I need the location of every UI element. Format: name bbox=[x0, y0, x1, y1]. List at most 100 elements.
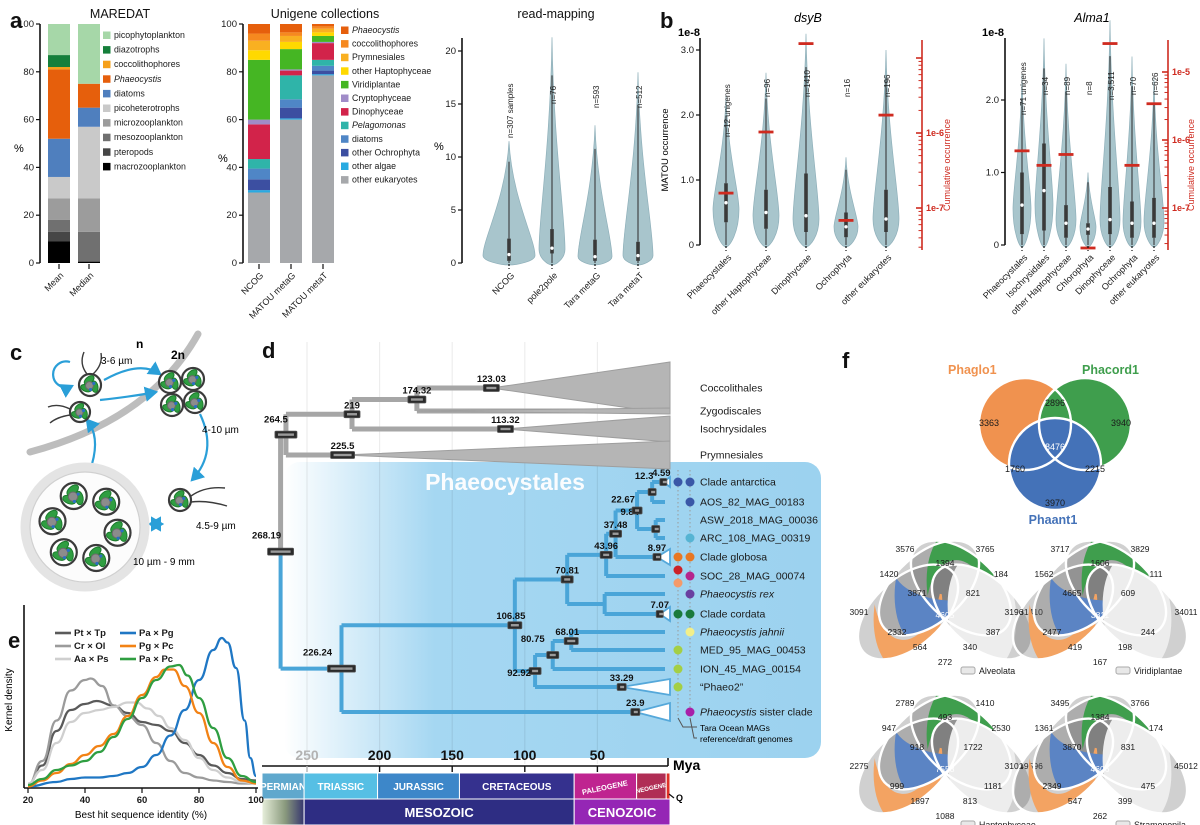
venn-outline bbox=[877, 539, 981, 637]
right-tick-label: 1e-5 bbox=[1172, 67, 1190, 77]
legend-swatch bbox=[103, 60, 111, 69]
y-tick-label: 100 bbox=[221, 19, 237, 30]
venn-legend-label: Haptophyceae bbox=[979, 820, 1036, 825]
y-tick-label: 0 bbox=[994, 240, 999, 251]
venn-count: 2530 bbox=[992, 723, 1011, 733]
legend-label: other Ochrophyta bbox=[352, 147, 420, 157]
venn-count: 1606 bbox=[1091, 558, 1110, 568]
n-count-label: n=76 bbox=[549, 85, 558, 104]
venn-count: 609 bbox=[1121, 588, 1135, 598]
venn-outline bbox=[1007, 416, 1103, 512]
venn-count: 3717 bbox=[1051, 544, 1070, 554]
genome-dot bbox=[673, 565, 683, 575]
colony-membrane bbox=[29, 471, 141, 583]
venn4-stramenopila: 3101 3495 3766 45012 1361 1384 174 3870 831 4606 2… bbox=[1005, 693, 1198, 825]
venn-count: 1394 bbox=[936, 558, 955, 568]
venn-count: 4665 bbox=[1063, 588, 1082, 598]
phaeocystis-cell bbox=[157, 369, 183, 395]
venn-count: 564 bbox=[913, 642, 927, 652]
legend-label: diatoms bbox=[352, 134, 383, 144]
vesicle-dot bbox=[66, 548, 70, 552]
n-count-label: n=12 unigenes bbox=[723, 84, 732, 137]
node-age-bar-inner bbox=[564, 578, 571, 581]
y-tick-label: 100 bbox=[18, 19, 34, 30]
node-age-label: 22.67 bbox=[611, 495, 635, 506]
bar-segment bbox=[48, 231, 70, 242]
vesicle-dot bbox=[178, 503, 183, 507]
x-tick-label: 80 bbox=[194, 795, 205, 806]
bar-segment bbox=[280, 41, 302, 50]
n-count-label: n=593 bbox=[592, 85, 601, 108]
venn-count: 918 bbox=[910, 742, 924, 752]
violin-median-dot bbox=[1020, 203, 1024, 207]
legend-swatch bbox=[341, 148, 349, 157]
legend-swatch bbox=[103, 104, 111, 112]
vesicle-dot bbox=[81, 408, 86, 413]
x-tick-label: Tara metaT bbox=[606, 270, 646, 310]
n-count-label: n=196 bbox=[883, 74, 892, 97]
x-tick-label: 100 bbox=[248, 795, 264, 806]
venn3-set-phacord1: Phacord1 bbox=[1082, 363, 1139, 377]
flagellum bbox=[190, 486, 226, 497]
time-tick-label: 50 bbox=[590, 747, 606, 763]
tip-label: Phaeocystis sister clade bbox=[700, 707, 813, 719]
y-tick-label: 60 bbox=[226, 115, 237, 126]
size-label-2: 4-10 µm bbox=[202, 425, 239, 436]
legend-label: picophytoplankton bbox=[114, 30, 185, 40]
venn-count: 3829 bbox=[1131, 544, 1150, 554]
ploidy-divider-line bbox=[26, 330, 202, 456]
y-tick-label: 1.0 bbox=[986, 168, 999, 179]
bar-segment bbox=[78, 198, 100, 232]
y-tick-label: 0 bbox=[451, 258, 456, 269]
venn-legend-swatch bbox=[1115, 666, 1131, 675]
venn-count: 8476 bbox=[1045, 442, 1065, 452]
period-label: CRETACEOUS bbox=[482, 782, 552, 793]
bar-segment bbox=[78, 261, 100, 263]
violin-box bbox=[884, 189, 888, 232]
y-tick-label: 40 bbox=[23, 162, 34, 173]
violin-box bbox=[1130, 201, 1134, 238]
read-mapping-chart: 0 5 10 15 20 NCOG n=307 samples pole2pole n=76 Ta… bbox=[445, 37, 654, 311]
panel-label-e: e bbox=[8, 628, 20, 653]
legend-swatch bbox=[103, 119, 111, 127]
bar-segment bbox=[78, 107, 100, 127]
tip-label: Clade globosa bbox=[700, 552, 767, 564]
cumulative-occurrence-mark bbox=[838, 219, 854, 222]
genome-dot bbox=[685, 589, 695, 599]
panel-label-f: f bbox=[842, 348, 850, 373]
flagellum bbox=[92, 352, 103, 375]
x-tick-label: Ochrophyta bbox=[813, 252, 853, 292]
bar-segment bbox=[248, 190, 270, 193]
bar-segment bbox=[248, 179, 270, 191]
node-age-label: 80.75 bbox=[521, 634, 545, 645]
phaeocystis-cell bbox=[82, 543, 111, 573]
readmapping-title: read-mapping bbox=[517, 7, 594, 21]
bar-segment bbox=[48, 219, 70, 232]
legend-swatch bbox=[341, 121, 349, 130]
legend-swatch bbox=[341, 108, 349, 116]
legend-swatch bbox=[341, 135, 349, 143]
node-age-label: 12.3 bbox=[635, 471, 654, 482]
violin-median-dot bbox=[724, 201, 728, 205]
legend-label: coccolithophores bbox=[114, 59, 181, 69]
venn-count: 1410 bbox=[976, 698, 995, 708]
bar-segment bbox=[48, 55, 70, 68]
legend-label: other Haptophyceae bbox=[352, 66, 431, 76]
x-tick-label: NCOG bbox=[239, 270, 265, 296]
nucleus bbox=[90, 553, 101, 564]
right-tick-label: 1e-6 bbox=[1172, 135, 1190, 145]
n-count-label: n=626 bbox=[1151, 72, 1160, 95]
venn-count: 1897 bbox=[911, 796, 930, 806]
size-label-3: 4.5-9 µm bbox=[196, 521, 236, 532]
bar-segment bbox=[248, 40, 270, 51]
x-tick-label: 60 bbox=[137, 795, 148, 806]
collapsed-clade-wedge bbox=[631, 701, 671, 723]
venn-count: 3870 bbox=[1063, 742, 1082, 752]
violin-median-dot bbox=[804, 214, 808, 218]
bar-segment bbox=[248, 159, 270, 169]
venn-count: 2477 bbox=[1043, 627, 1062, 637]
venn-count: 198 bbox=[1118, 642, 1132, 652]
phaeocystis-cell bbox=[92, 487, 121, 516]
venn-count: 813 bbox=[963, 796, 977, 806]
